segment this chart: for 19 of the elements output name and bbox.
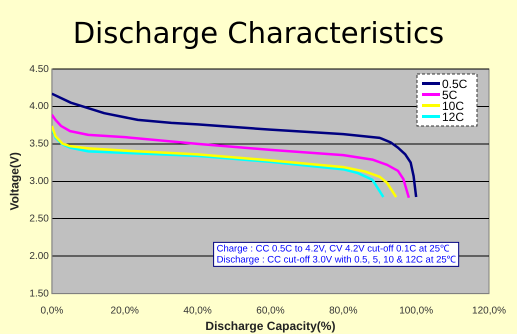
- y-tick-label: 1.50: [29, 288, 50, 300]
- annotation: Discharge : CC cut-off 3.0V with 0.5, 5, 10 & 12C at 25℃: [216, 254, 457, 266]
- y-tick-label: 2.50: [29, 213, 50, 224]
- x-tick-label: 120,0%: [472, 305, 506, 316]
- x-tick-label: 100,0%: [399, 305, 434, 316]
- y-tick-label: 3.50: [29, 138, 50, 150]
- x-tick-label: 80,0%: [329, 305, 358, 316]
- x-axis-title: Discharge Capacity(%): [205, 319, 336, 334]
- chart-title: Discharge Characteristics: [72, 15, 446, 52]
- x-tick-label: 60,0%: [256, 305, 285, 316]
- y-tick-label: 4.50: [29, 64, 50, 75]
- y-tick-label: 3.00: [29, 176, 50, 188]
- annotation: Charge : CC 0.5C to 4.2V, CV 4.2V cut-off 0.1C at 25℃: [216, 244, 450, 255]
- y-tick-label: 2.00: [29, 250, 50, 262]
- y-tick-label: 4.00: [29, 101, 50, 112]
- x-tick-label: 0,0%: [40, 305, 64, 316]
- x-tick-label: 20,0%: [110, 305, 139, 316]
- x-tick-label: 40,0%: [183, 305, 212, 316]
- y-axis-title: Voltage(V): [8, 152, 22, 211]
